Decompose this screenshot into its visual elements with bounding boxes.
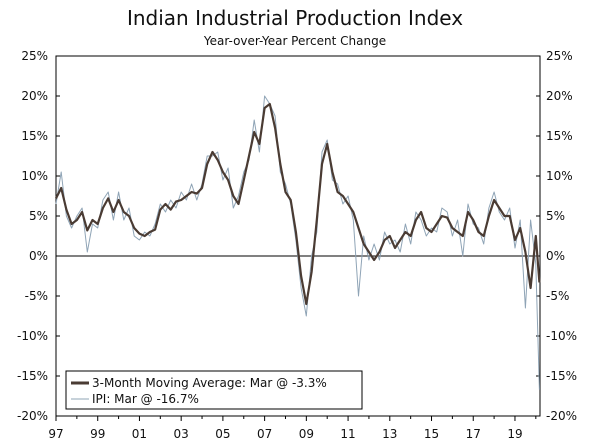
right-tick-label: -20% <box>546 409 577 423</box>
left-tick-label: -15% <box>17 369 48 383</box>
x-tick-label: 01 <box>132 427 147 441</box>
x-tick-label: 99 <box>90 427 105 441</box>
left-tick-label: 20% <box>21 89 48 103</box>
left-tick-label: 10% <box>21 169 48 183</box>
legend-box <box>65 370 363 410</box>
right-tick-label: 0% <box>546 249 565 263</box>
right-y-axis: 25% 20% 15% 10% 5% 0% -5% -10% -15% -20% <box>536 49 577 423</box>
legend: 3-Month Moving Average: Mar @ -3.3% IPI:… <box>65 370 363 410</box>
right-tick-label: 5% <box>546 209 565 223</box>
left-tick-label: 0% <box>29 249 48 263</box>
x-tick-label: 19 <box>507 427 522 441</box>
x-tick-label: 05 <box>215 427 230 441</box>
x-tick-label: 13 <box>382 427 397 441</box>
x-axis: 97 99 01 03 05 07 09 11 13 15 17 19 <box>48 416 537 441</box>
left-tick-label: -10% <box>17 329 48 343</box>
x-tick-label: 15 <box>424 427 439 441</box>
x-tick-label: 03 <box>174 427 189 441</box>
legend-label-ipi: IPI: Mar @ -16.7% <box>92 392 199 406</box>
chart-subtitle: Year-over-Year Percent Change <box>203 34 386 48</box>
series-group <box>55 95 541 390</box>
right-tick-label: 20% <box>546 89 573 103</box>
series-line-moving-average <box>55 102 541 306</box>
right-tick-label: -15% <box>546 369 577 383</box>
right-tick-label: -5% <box>546 289 569 303</box>
x-tick-label: 09 <box>299 427 314 441</box>
legend-label-moving-average: 3-Month Moving Average: Mar @ -3.3% <box>92 376 327 390</box>
plot-area-frame <box>55 55 541 417</box>
left-tick-label: 25% <box>21 49 48 63</box>
x-tick-label: 97 <box>48 427 63 441</box>
left-tick-label: 5% <box>29 209 48 223</box>
left-tick-label: 15% <box>21 129 48 143</box>
right-tick-label: 10% <box>546 169 573 183</box>
right-tick-label: 15% <box>546 129 573 143</box>
left-y-axis: 25% 20% 15% 10% 5% 0% -5% -10% -15% -20% <box>17 49 60 423</box>
x-tick-label: 07 <box>257 427 272 441</box>
x-tick-label: 17 <box>466 427 481 441</box>
left-tick-label: -20% <box>17 409 48 423</box>
chart-title: Indian Industrial Production Index <box>127 6 463 30</box>
right-tick-label: -10% <box>546 329 577 343</box>
left-tick-label: -5% <box>25 289 48 303</box>
series-line-ipi <box>55 95 540 390</box>
right-tick-label: 25% <box>546 49 573 63</box>
x-tick-label: 11 <box>340 427 355 441</box>
